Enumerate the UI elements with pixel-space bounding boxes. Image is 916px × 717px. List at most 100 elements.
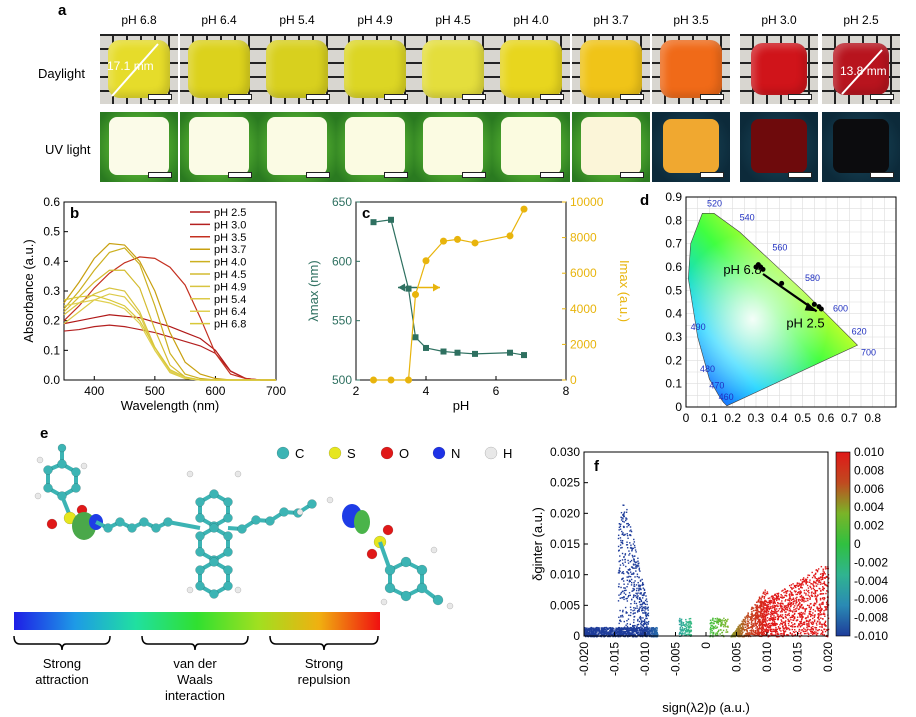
scatter-point — [604, 631, 606, 633]
scatter-point — [775, 632, 777, 634]
scatter-point — [620, 627, 623, 629]
scatter-point — [775, 630, 777, 632]
y-axis-title: Absorbance (a.u.) — [21, 239, 36, 342]
scatter-point — [744, 616, 746, 618]
scatter-point — [822, 586, 824, 588]
scatter-point — [620, 586, 622, 589]
atom — [400, 590, 412, 602]
scatter-point — [689, 617, 692, 620]
scatter-point — [642, 630, 644, 633]
scatter-point — [784, 623, 786, 625]
scatter-point — [785, 590, 788, 593]
scatter-point — [781, 590, 783, 592]
scatter-point — [741, 622, 743, 625]
scatter-point — [686, 622, 688, 624]
series-line — [63, 324, 276, 381]
scatter-point — [814, 594, 817, 597]
scatter-point — [690, 626, 692, 628]
scatter-point — [619, 528, 622, 530]
scatter-point — [638, 569, 640, 571]
scatter-point — [618, 569, 621, 571]
scatter-point — [613, 627, 615, 630]
scatter-point — [744, 618, 746, 620]
scatter-point — [637, 564, 639, 567]
y-tick-label: 0.015 — [550, 537, 580, 551]
scatter-point — [799, 591, 802, 594]
scatter-point — [644, 599, 647, 602]
scatter-point — [744, 634, 746, 636]
scatter-point — [769, 606, 772, 608]
x-tick-label: -0.010 — [638, 642, 652, 676]
scatter-point — [759, 619, 761, 622]
scatter-point — [680, 618, 683, 621]
scatter-point — [709, 619, 712, 622]
scatter-point — [734, 631, 737, 633]
scatter-point — [724, 621, 726, 624]
scatter-point — [741, 625, 744, 627]
colorbar-tick-label: -0.004 — [854, 574, 888, 588]
scatter-point — [791, 614, 793, 617]
scatter-point — [812, 604, 815, 607]
scatter-point — [823, 622, 826, 625]
scatter-point — [751, 617, 753, 619]
scatter-point — [767, 601, 769, 604]
scatter-point — [625, 630, 628, 633]
scatter-point — [791, 628, 794, 631]
gel-sample — [581, 117, 641, 175]
scatter-point — [628, 534, 631, 536]
scatter-point — [799, 596, 802, 598]
atom — [416, 564, 428, 576]
scatter-point — [819, 622, 821, 624]
scatter-point — [757, 601, 759, 603]
legend-label: H — [503, 446, 512, 461]
scatter-point — [739, 629, 741, 632]
scatter-point — [771, 597, 774, 600]
scatter-point — [746, 616, 749, 619]
scatter-point — [683, 632, 685, 634]
ph-label: pH 4.0 — [513, 13, 549, 27]
scatter-point — [630, 578, 633, 581]
scatter-point — [690, 621, 692, 623]
scatter-point — [807, 589, 810, 592]
wavelength-label: 600 — [833, 303, 848, 313]
scatter-point — [654, 628, 656, 630]
scatter-point — [788, 599, 790, 601]
scatter-point — [636, 628, 638, 630]
scatter-point — [622, 627, 625, 629]
scatter-point — [639, 604, 642, 606]
scatter-point — [782, 626, 784, 628]
scatter-point — [594, 634, 596, 636]
scatter-point — [713, 625, 715, 628]
scatter-point — [603, 633, 605, 635]
scatter-point — [760, 604, 763, 606]
scatter-point — [794, 625, 797, 628]
scatter-point — [826, 600, 829, 603]
scatter-point — [809, 586, 812, 589]
scatter-point — [740, 632, 742, 634]
scatter-point — [817, 583, 819, 585]
scatter-point — [779, 633, 782, 635]
scatter-point — [791, 616, 794, 618]
scatter-point — [757, 600, 759, 602]
scatter-point — [761, 608, 763, 610]
scatter-point — [799, 626, 802, 628]
scatter-point — [814, 593, 816, 595]
scatter-point — [770, 630, 773, 633]
scatter-point — [815, 598, 818, 601]
scatter-point — [762, 621, 765, 624]
scatter-point — [804, 630, 807, 633]
scatter-point — [777, 596, 779, 598]
scatter-point — [755, 624, 757, 627]
scatter-point — [824, 606, 826, 608]
scatter-point — [617, 634, 619, 636]
scatter-point — [628, 614, 630, 617]
scatter-point — [758, 632, 761, 634]
scatter-point — [764, 603, 766, 605]
data-point — [779, 280, 785, 286]
scatter-point — [826, 567, 828, 570]
scatter-point — [617, 572, 620, 574]
scatter-point — [823, 571, 826, 573]
scatter-point — [628, 581, 631, 583]
scatter-point — [682, 623, 684, 626]
scatter-point — [800, 579, 802, 581]
